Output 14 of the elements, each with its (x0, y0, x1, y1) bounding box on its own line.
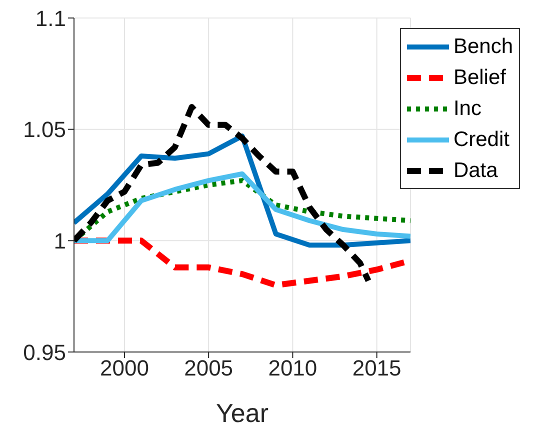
x-tick-label: 2015 (352, 356, 402, 381)
y-tick-label: 1.05 (23, 117, 66, 142)
legend-label: Bench (453, 34, 513, 60)
x-axis-title: Year (216, 398, 269, 427)
y-tick-label: 1 (54, 228, 66, 254)
y-tick-label: 0.95 (23, 340, 66, 365)
legend-label: Credit (453, 127, 510, 153)
x-tick-label: 2000 (100, 356, 149, 381)
legend-label: Belief (453, 65, 506, 91)
x-tick-label: 2005 (184, 356, 234, 381)
y-tick-label: 1.1 (35, 6, 66, 31)
x-tick-label: 2010 (268, 356, 318, 381)
legend-label: Inc (453, 96, 482, 122)
legend-label: Data (453, 158, 498, 184)
